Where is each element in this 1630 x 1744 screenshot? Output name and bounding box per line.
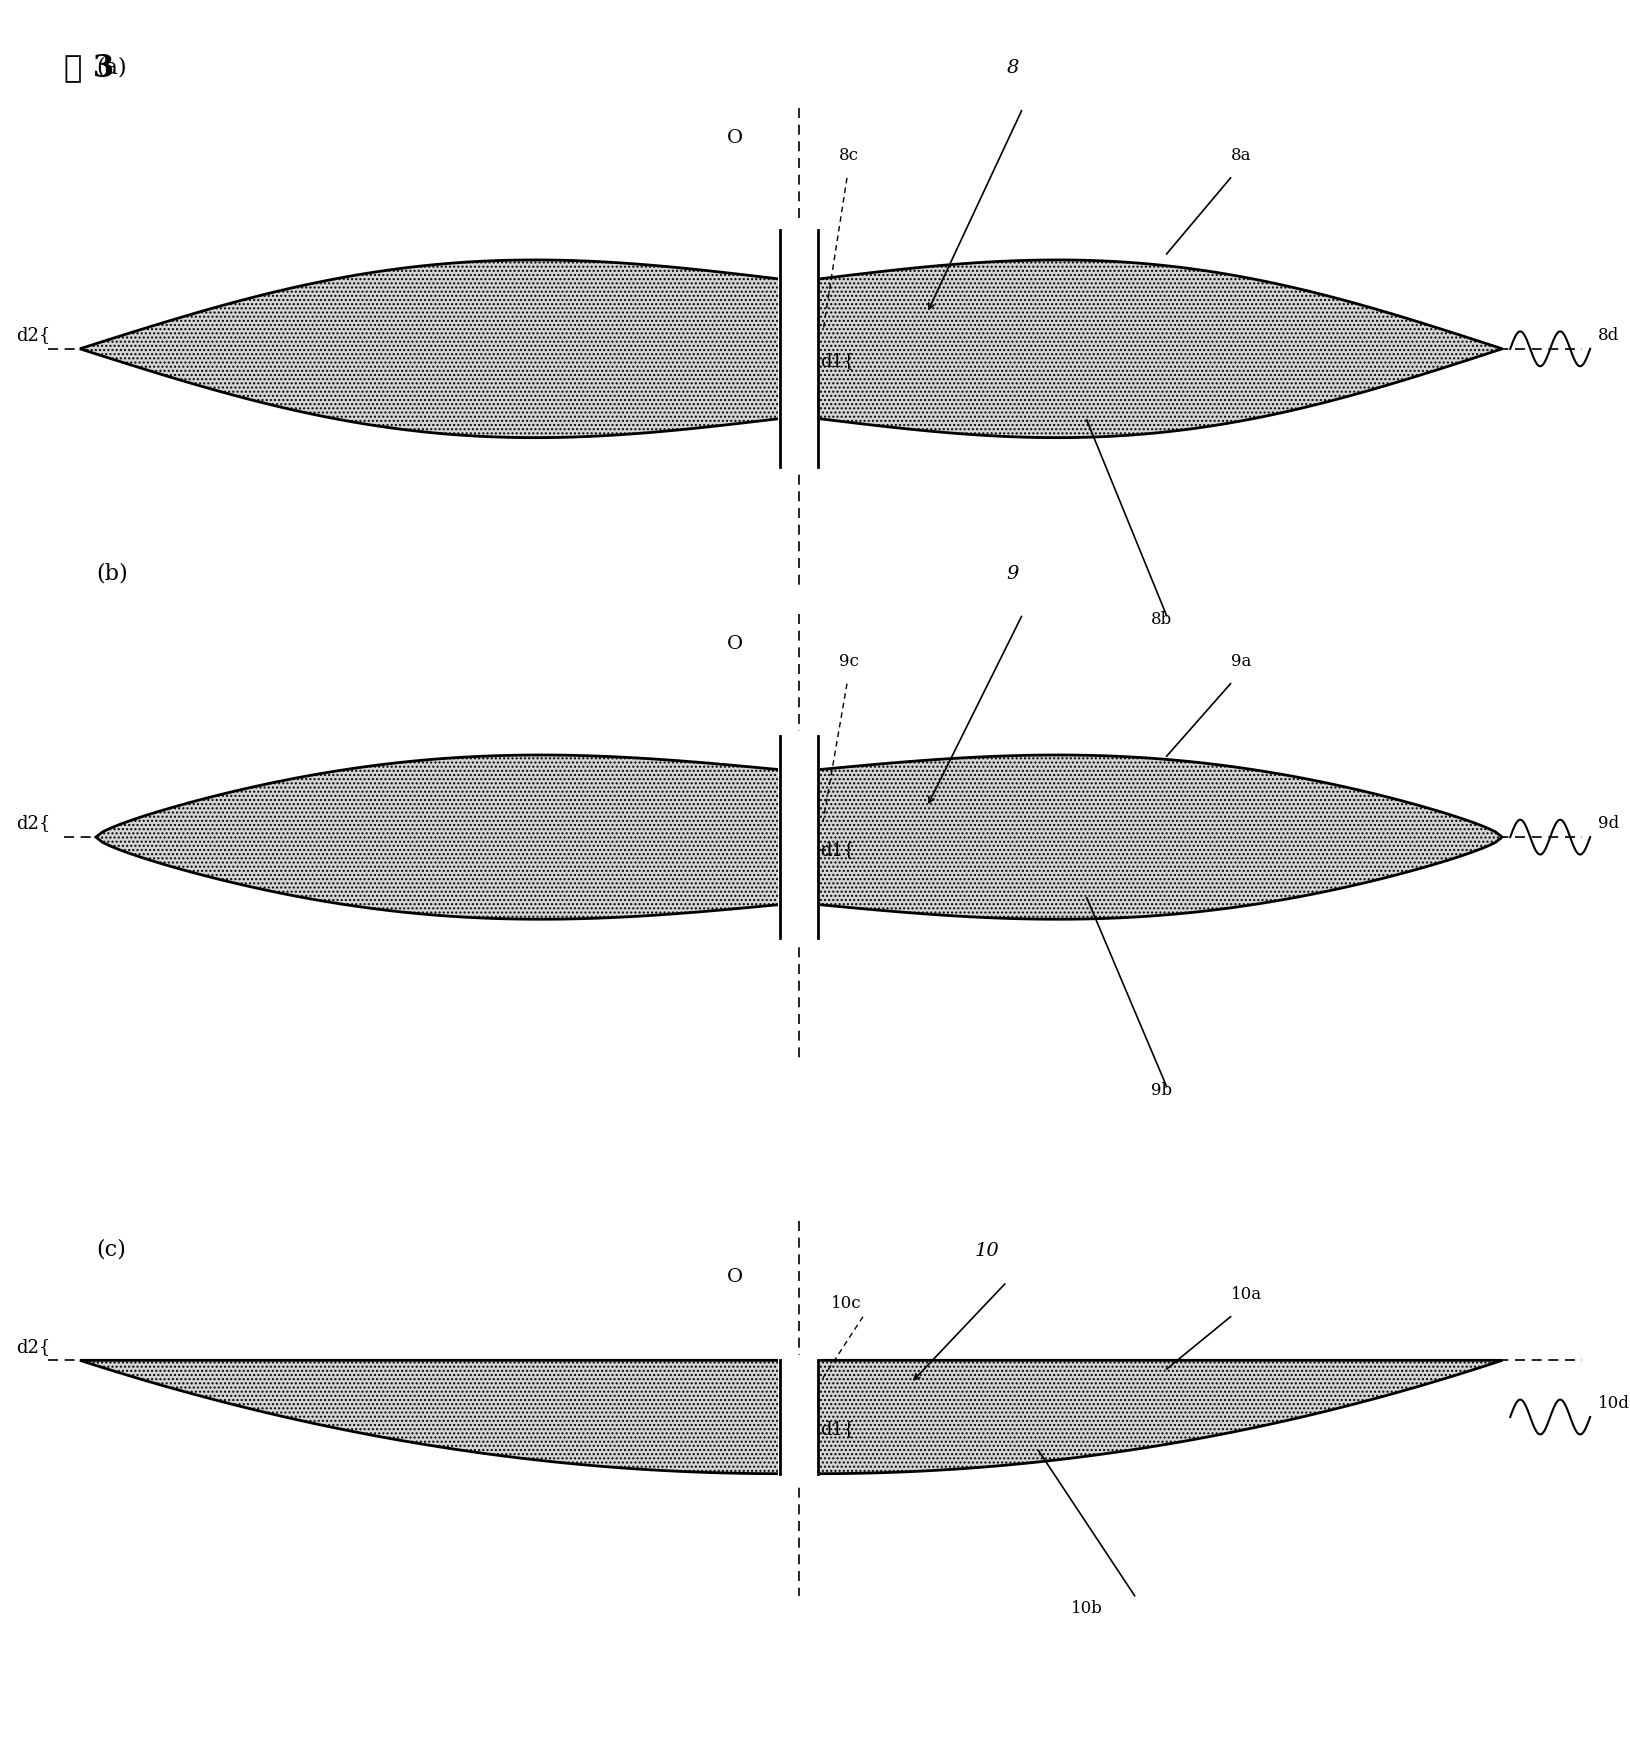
Text: 8a: 8a — [1231, 148, 1252, 164]
Text: 10b: 10b — [1071, 1601, 1102, 1617]
Text: 10c: 10c — [831, 1296, 862, 1311]
Text: 図 3: 図 3 — [64, 52, 114, 84]
Bar — [778, 1355, 820, 1486]
Text: d2{: d2{ — [16, 326, 51, 344]
Text: 10a: 10a — [1231, 1287, 1262, 1303]
Text: 9c: 9c — [839, 654, 859, 670]
Text: 8: 8 — [1007, 59, 1019, 77]
Text: 9a: 9a — [1231, 654, 1250, 670]
Polygon shape — [96, 755, 779, 919]
Text: 9d: 9d — [1597, 816, 1619, 832]
Text: 9b: 9b — [1151, 1083, 1172, 1099]
Text: O: O — [727, 129, 743, 146]
Text: (b): (b) — [96, 562, 127, 584]
Text: 10d: 10d — [1597, 1395, 1630, 1413]
Polygon shape — [818, 755, 1503, 919]
Text: 8c: 8c — [839, 148, 859, 164]
Polygon shape — [80, 1360, 779, 1474]
Text: 8d: 8d — [1597, 328, 1619, 344]
Text: O: O — [727, 635, 743, 652]
Text: (c): (c) — [96, 1238, 126, 1261]
Polygon shape — [80, 260, 779, 438]
Text: O: O — [727, 1268, 743, 1285]
Text: d2{: d2{ — [16, 814, 51, 832]
Polygon shape — [818, 1360, 1503, 1474]
Text: 9: 9 — [1007, 565, 1019, 582]
Text: 8b: 8b — [1151, 612, 1172, 628]
Text: d2{: d2{ — [16, 1338, 51, 1355]
Text: 10: 10 — [975, 1242, 999, 1259]
Bar — [778, 731, 820, 944]
Text: d1{: d1{ — [820, 841, 854, 858]
Bar — [778, 225, 820, 473]
Text: (a): (a) — [96, 56, 127, 78]
Polygon shape — [818, 260, 1503, 438]
Text: d1{: d1{ — [820, 352, 854, 370]
Text: d1{: d1{ — [820, 1420, 854, 1439]
